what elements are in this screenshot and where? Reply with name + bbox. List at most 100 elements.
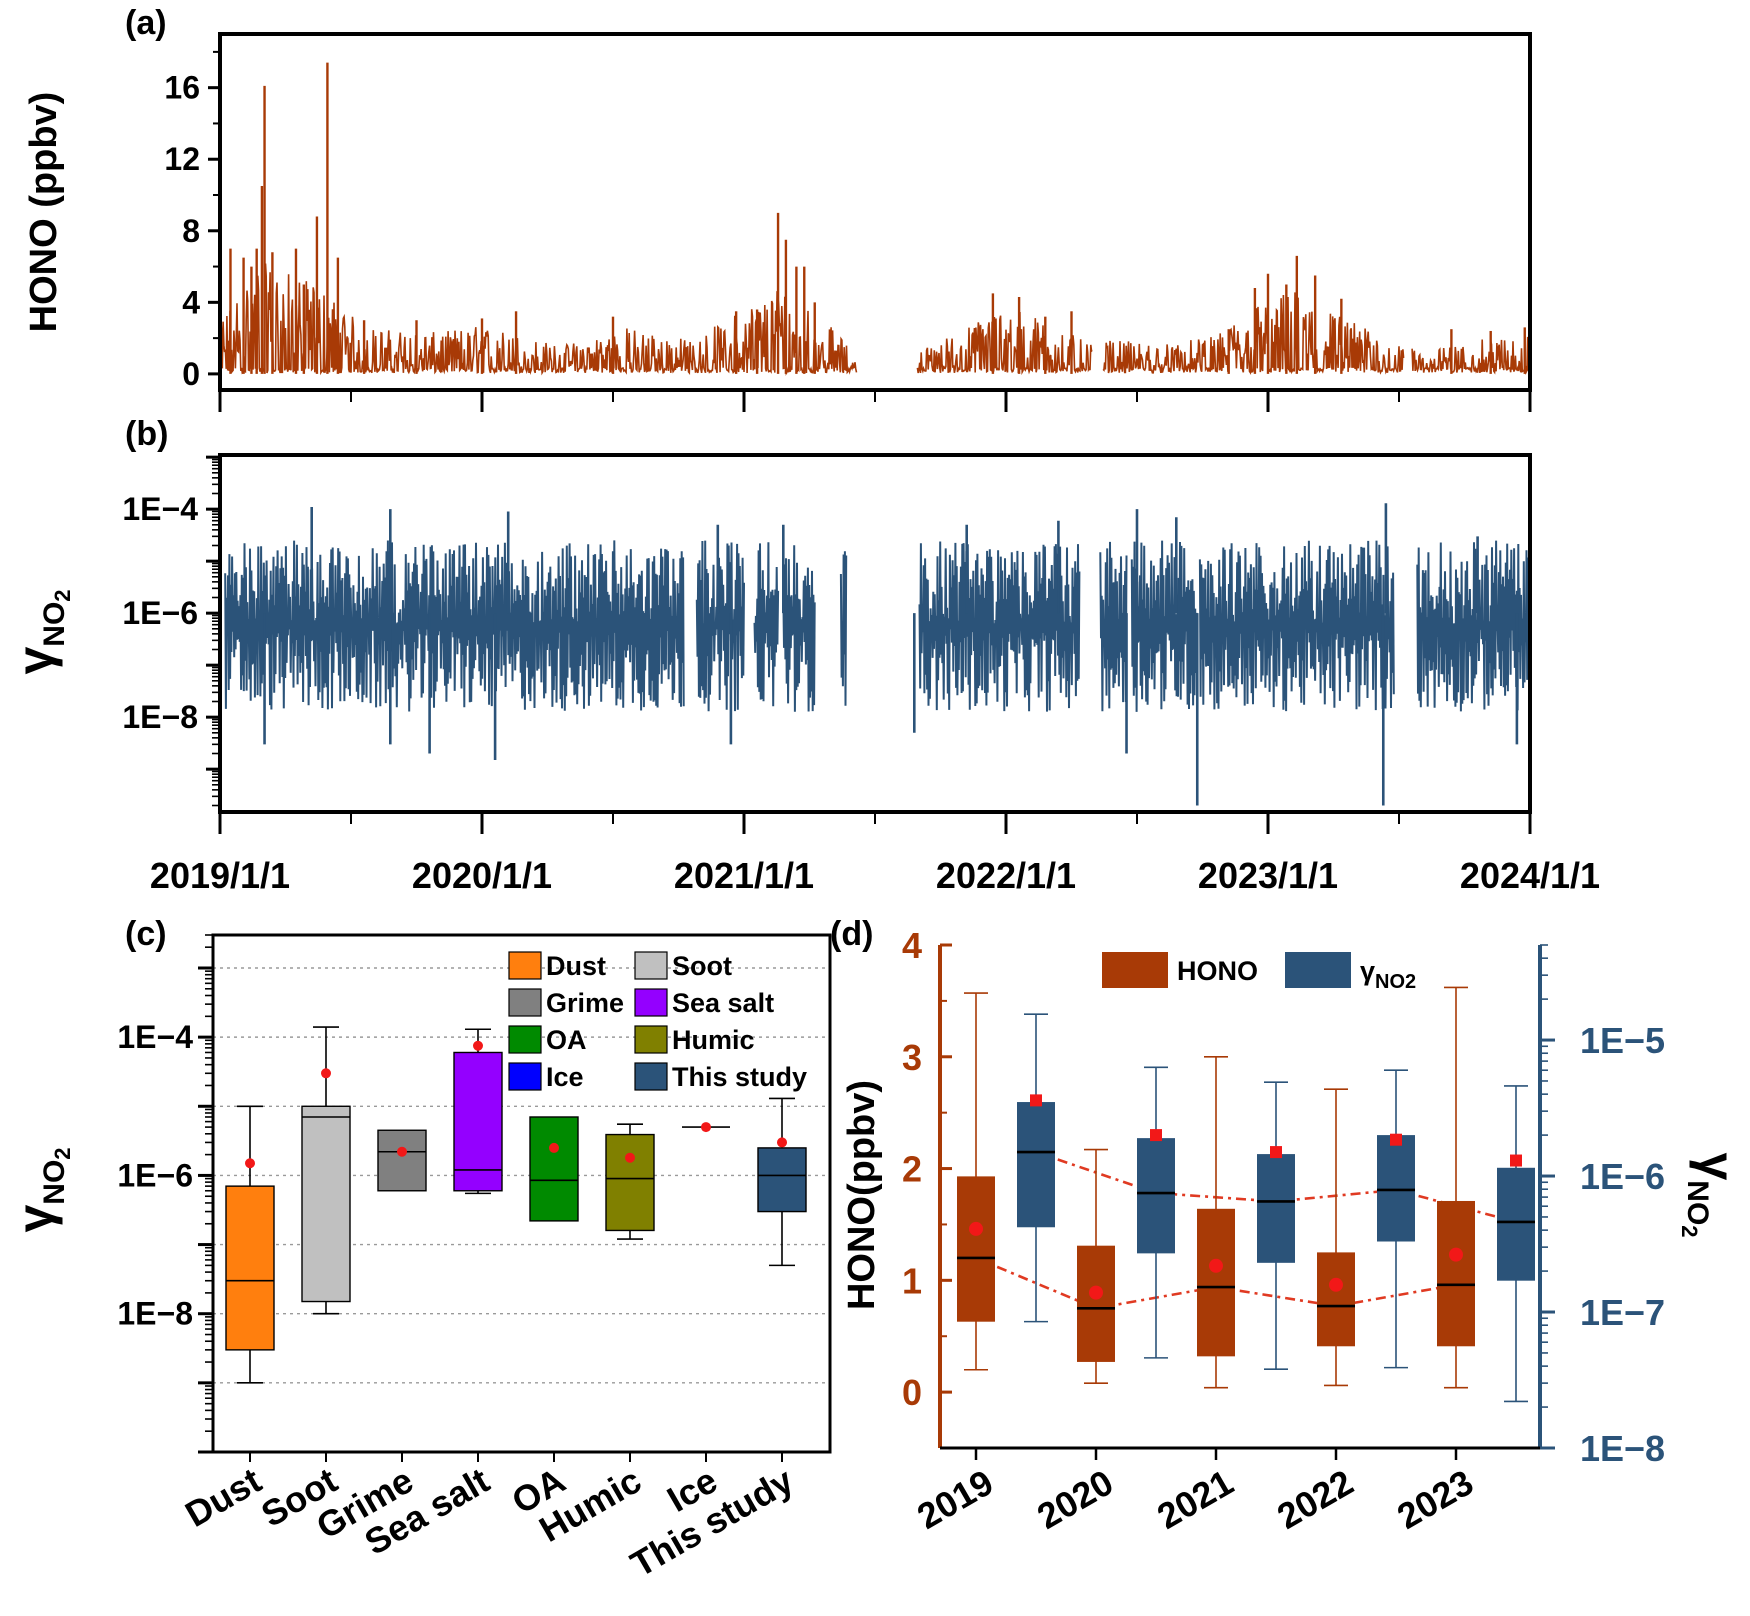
panel-b-x-tick-label: 2024/1/1 [1460, 855, 1600, 896]
gamma-mean-marker [1390, 1133, 1402, 1146]
panel-d-x-tick-label: 2023 [1390, 1461, 1480, 1537]
panel-b-y-title: γNO2 [7, 589, 75, 674]
panel-c-boxes [225, 1026, 807, 1384]
panel-d-label: (d) [830, 915, 873, 953]
panel-b-x-axis: 2019/1/1 2020/1/1 2021/1/1 2022/1/1 2023/1/1… [150, 812, 1600, 896]
panel-c-box [757, 1147, 807, 1213]
panel-c-mean-marker [397, 1146, 407, 1157]
panel-d-left-tick-label: 0 [902, 1372, 922, 1413]
panel-b-y-title-sub: NO [38, 602, 71, 647]
panel-c-legend-swatch [508, 1062, 542, 1091]
panel-c-y-title: γNO2 [7, 1147, 75, 1232]
panel-c-box [529, 1116, 579, 1222]
panel-c-x-tick-label: Dust [178, 1459, 268, 1535]
panel-d-trend-lines [975, 1150, 1517, 1310]
panel-c-label: (c) [125, 915, 167, 953]
panel-b-x-tick-label: 2019/1/1 [150, 855, 290, 896]
panel-d-legend-hono-swatch [1102, 952, 1168, 988]
panel-d-left-tick-label: 4 [902, 925, 922, 966]
panel-c-legend-label: Grime [546, 988, 624, 1018]
hono-timeseries-line [220, 62, 1530, 376]
panel-b-x-tick-label: 2023/1/1 [1198, 855, 1338, 896]
hono-box [1077, 1245, 1115, 1362]
hono-mean-marker [1449, 1247, 1463, 1262]
panel-d-boxes [957, 986, 1535, 1403]
hono-mean-marker [969, 1221, 983, 1236]
panel-c-y-title-subsub: 2 [50, 1147, 75, 1159]
panel-a-y-tick-label: 0 [182, 356, 200, 392]
panel-a-y-tick-label: 8 [182, 213, 200, 249]
gamma-box [1257, 1154, 1295, 1263]
gamma-box [1377, 1135, 1415, 1242]
panel-d-right-tick-label: 1E−6 [1580, 1156, 1665, 1197]
panel-a-y-title: HONO (ppbv) [23, 92, 65, 333]
gamma-spikes [263, 503, 1519, 806]
panel-d-legend-gamma-sub: NO2 [1375, 971, 1416, 993]
hono-box [1437, 1200, 1475, 1347]
panel-b-x-tick-label: 2022/1/1 [936, 855, 1076, 896]
panel-c-legend-swatch [508, 988, 542, 1017]
panel-b-y-tick-label: 1E−4 [122, 491, 198, 527]
panel-d-x-tick-label: 2021 [1150, 1461, 1240, 1537]
panel-c-box [605, 1133, 655, 1232]
hono-peaks [229, 62, 1526, 374]
panel-d-right-tick-label: 1E−5 [1580, 1020, 1665, 1061]
panel-c-box [225, 1185, 275, 1351]
panel-a-label: (a) [125, 4, 167, 42]
panel-c-legend-swatch [634, 988, 668, 1017]
gamma-series-line [224, 540, 1530, 712]
panel-b-y-tick-label: 1E−8 [122, 699, 198, 735]
panel-c-legend-label: Sea salt [672, 988, 774, 1018]
panel-c-mean-marker [245, 1158, 255, 1169]
panel-d-legend: HONO γNO2 [1102, 952, 1416, 993]
panel-b-x-tick-label: 2020/1/1 [412, 855, 552, 896]
panel-c-box [453, 1051, 503, 1192]
hono-mean-marker [1209, 1258, 1223, 1273]
panel-d-left-tick-label: 2 [902, 1149, 922, 1190]
panel-c-mean-marker [473, 1040, 483, 1051]
hono-mean-marker [1329, 1277, 1343, 1292]
panel-c-y-tick-label: 1E−8 [117, 1296, 193, 1332]
panel-c-legend-label: Humic [672, 1025, 755, 1055]
panel-d-right-title-subsub: 2 [1677, 1225, 1702, 1237]
panel-c-y-tick-label: 1E−6 [117, 1157, 193, 1193]
panel-d-x-tick-label: 2020 [1030, 1461, 1120, 1537]
panel-c-legend-swatch [634, 1025, 668, 1054]
panel-d-right-tick-label: 1E−8 [1580, 1428, 1665, 1469]
panel-d-legend-gamma-main: γ [1360, 956, 1375, 986]
panel-d-x-axis: 2019 2020 2021 2022 2023 [910, 1448, 1480, 1537]
panel-a-y-tick-label: 16 [164, 70, 200, 106]
panel-c-chart: 1E−8 1E−6 1E−4 Dust Soot Grime Sea salt OA Humi… [7, 933, 832, 1585]
panel-b-label: (b) [125, 415, 168, 453]
gamma-box [1137, 1138, 1175, 1254]
panel-b-chart: 1E−8 1E−6 1E−4 2019/1/1 2020/1/1 2021/1/1 202… [7, 453, 1600, 896]
panel-d-legend-hono-label: HONO [1177, 956, 1258, 986]
panel-c-legend: Dust Soot Grime Sea salt OA Humic Ice This stud… [508, 951, 807, 1092]
panel-b-y-axis: 1E−8 1E−6 1E−4 [122, 455, 220, 807]
panel-a-y-tick-label: 12 [164, 141, 200, 177]
gamma-mean-marker [1030, 1094, 1042, 1107]
panel-b-y-tick-label: 1E−6 [122, 595, 198, 631]
panel-c-y-tick-label: 1E−4 [117, 1019, 193, 1055]
panel-c-box [377, 1129, 427, 1192]
panel-d-x-tick-label: 2022 [1270, 1461, 1360, 1537]
panel-c-frame [211, 933, 832, 1454]
panel-c-legend-swatch [634, 1062, 668, 1091]
hono-median-trend [975, 1256, 1457, 1310]
panel-d-left-tick-label: 1 [902, 1260, 922, 1301]
panel-c-legend-label: Soot [672, 951, 732, 981]
panel-c-y-title-sub: NO [38, 1160, 71, 1205]
panel-c-legend-swatch [634, 951, 668, 980]
panel-c-y-axis: 1E−8 1E−6 1E−4 [117, 934, 213, 1454]
panel-d-right-tick-label: 1E−7 [1580, 1292, 1665, 1333]
panel-d-left-title: HONO(ppbv) [841, 1080, 883, 1310]
panel-c-box [301, 1105, 351, 1303]
panel-d-legend-gamma-label: γNO2 [1360, 956, 1416, 993]
gamma-box [1017, 1102, 1055, 1228]
panel-c-mean-marker [625, 1152, 635, 1163]
panel-d-right-title-main: γ [1689, 1152, 1745, 1180]
panel-a-y-tick-label: 4 [182, 284, 200, 320]
panel-c-legend-label: OA [546, 1025, 587, 1055]
